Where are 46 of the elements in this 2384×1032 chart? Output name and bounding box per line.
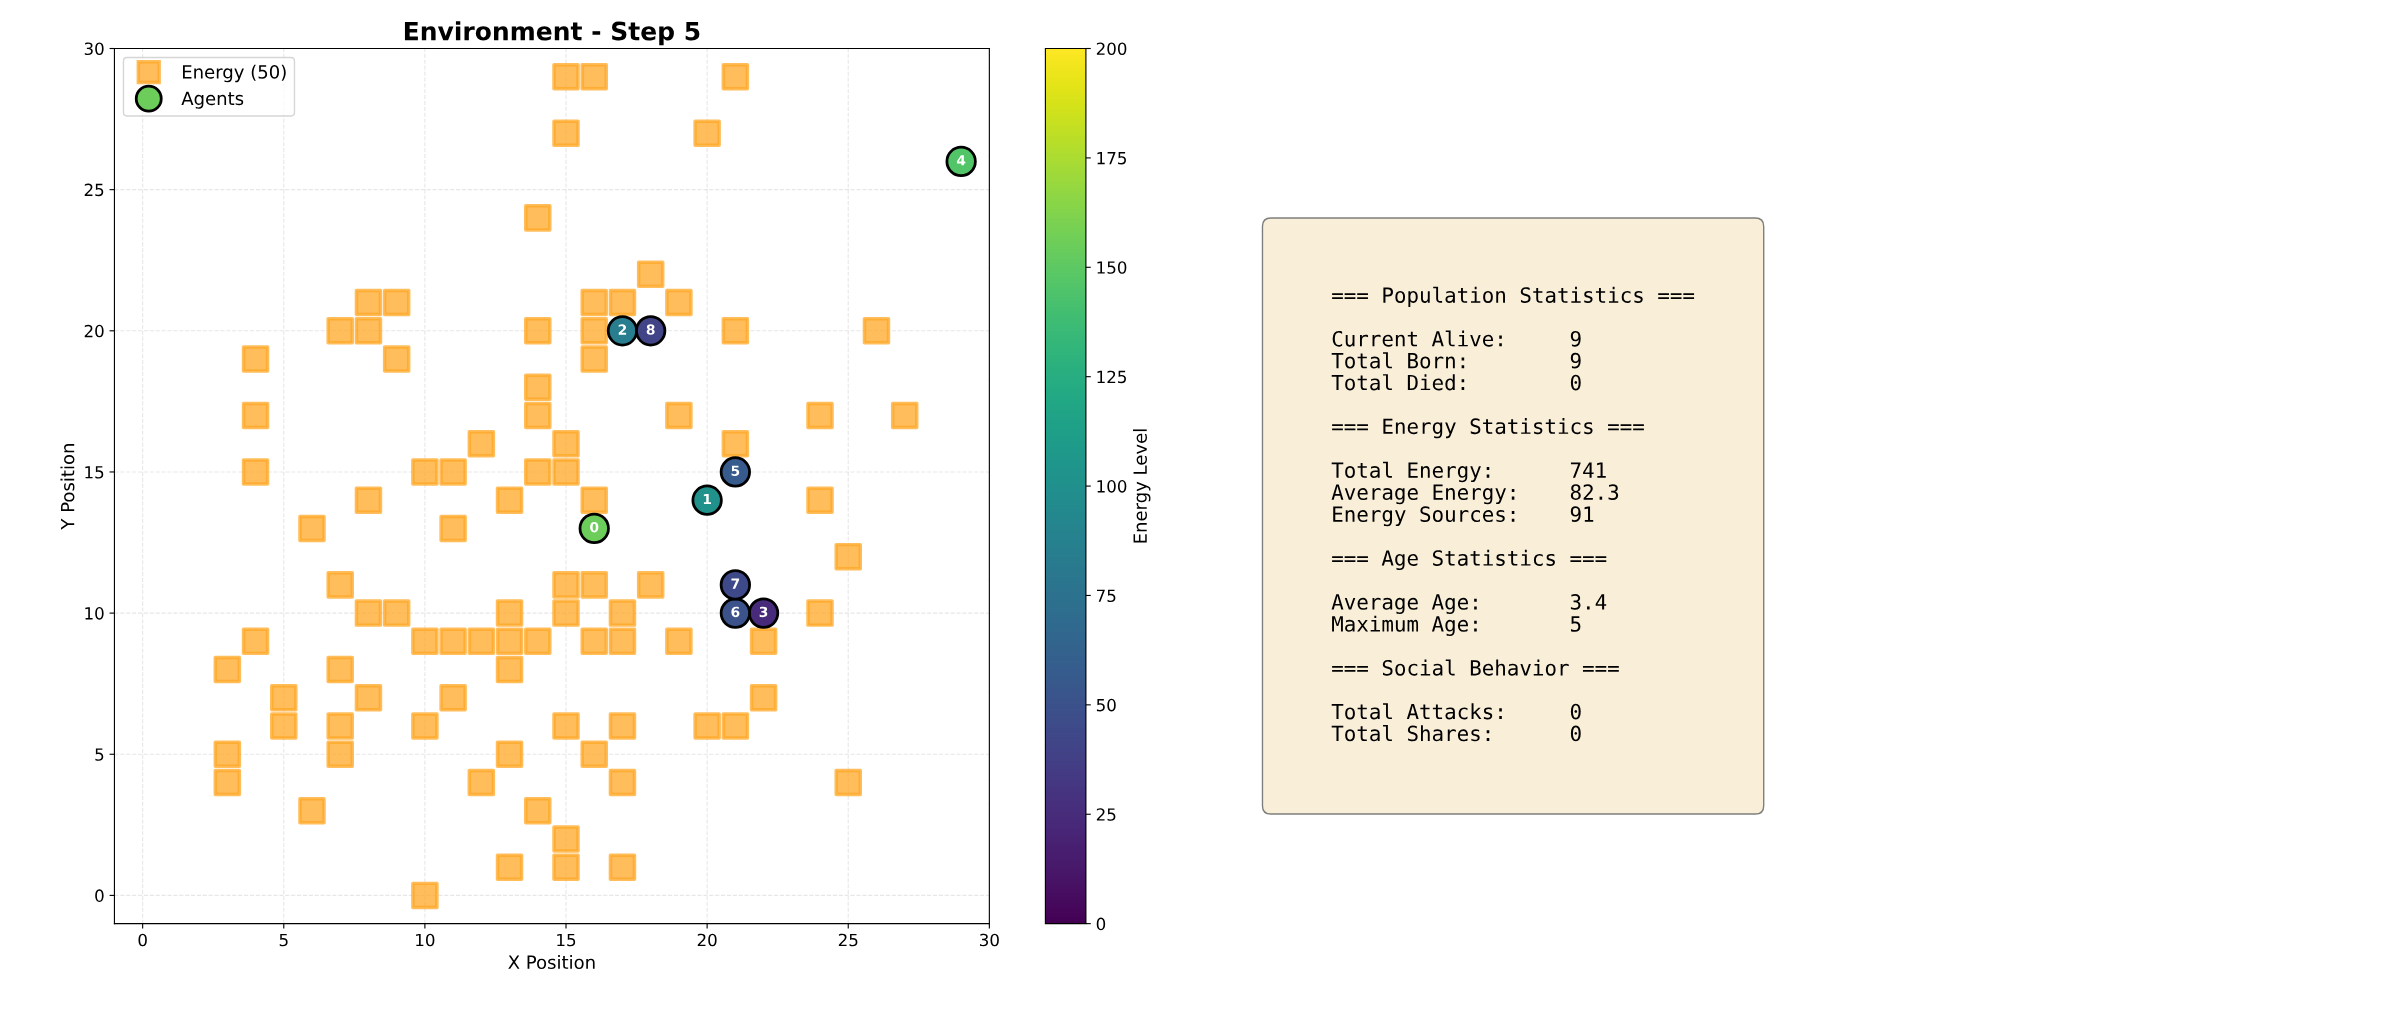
x-tick-label: 10 — [416, 933, 435, 947]
annotation: 8 — [646, 324, 655, 335]
x-tick-label: 0 — [138, 933, 147, 947]
annotation: 7 — [731, 578, 740, 589]
text: Average Age: 3.4 Maximum Age: 5 — [1331, 594, 1607, 636]
x-tick-label: 15 — [557, 933, 576, 947]
x-tick-label: 5 — [279, 933, 288, 947]
text: === Age Statistics === — [1332, 549, 1607, 571]
color-bar-label: 125 — [1097, 370, 1126, 384]
color-bar-label: 75 — [1097, 589, 1116, 603]
legend-label: Agents — [181, 91, 244, 109]
color-bar-label: 200 — [1096, 42, 1127, 56]
x-tick-label: 30 — [980, 933, 999, 947]
annotation: 2 — [618, 324, 627, 335]
color-bar-label: 0 — [1096, 917, 1106, 931]
annotation: 0 — [590, 521, 599, 533]
annotation: 1 — [703, 493, 711, 505]
x-tick-label: 25 — [838, 933, 858, 947]
annotation: 6 — [731, 606, 740, 618]
text: Total Energy: 741 Average Energy: 82.3 Energy Sources: 91 — [1331, 461, 1619, 527]
y-tick-label: 0 — [95, 889, 104, 902]
chart-title: Environment - Step 5 — [404, 21, 700, 46]
text: === Social Behavior === — [1332, 659, 1619, 676]
annotation: 5 — [731, 465, 740, 476]
text: === Energy Statistics === — [1332, 418, 1644, 439]
y-tick-label: 10 — [85, 607, 104, 620]
color-bar-title: Energy Level — [1133, 429, 1151, 543]
y-tick-label: 5 — [95, 748, 104, 761]
y-axis-title: Y Position — [60, 444, 75, 530]
y-tick-label: 30 — [84, 42, 104, 56]
color-bar-label: 150 — [1097, 261, 1127, 274]
y-tick-label: 20 — [84, 324, 104, 338]
x-tick-label: 20 — [697, 933, 717, 947]
color-bar-label: 100 — [1097, 480, 1127, 493]
y-tick-label: 15 — [85, 466, 104, 479]
text: Total Attacks: 0 Total Shares: 0 — [1331, 703, 1581, 742]
color-bar-label: 50 — [1096, 698, 1116, 712]
y-tick-label: 25 — [84, 183, 104, 197]
annotation: 3 — [759, 606, 768, 618]
text: Current Alive: 9 Total Born: 9 Total Died: 0 — [1331, 330, 1581, 391]
color-bar-label: 175 — [1097, 152, 1126, 165]
text: === Population Statistics === — [1332, 286, 1695, 307]
x-axis-title: X Position — [508, 955, 595, 970]
legend-label: Energy (50) — [183, 64, 286, 83]
annotation: 4 — [956, 155, 966, 166]
color-bar-label: 25 — [1096, 808, 1116, 821]
